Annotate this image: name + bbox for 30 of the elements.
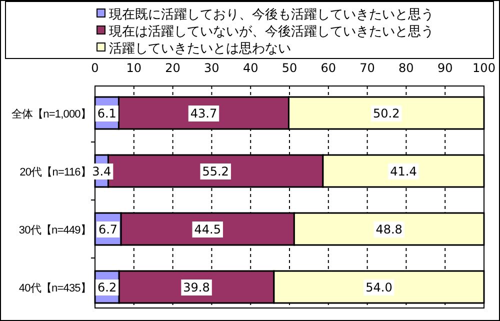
x-tick-label: 90: [437, 61, 453, 75]
x-tick-label: 60: [320, 61, 336, 75]
data-label: 41.4: [390, 164, 417, 178]
data-label: 6.1: [97, 106, 116, 120]
data-label: 6.2: [98, 280, 117, 294]
data-label: 6.7: [98, 222, 118, 236]
y-tick-label: 20代【n=116】: [20, 166, 91, 178]
data-label: 44.5: [194, 222, 221, 236]
data-label: 54.0: [366, 280, 392, 294]
y-tick-label: 全体【n=1,000】: [11, 108, 91, 120]
data-label: 50.2: [373, 106, 400, 120]
data-label: 39.8: [183, 280, 210, 294]
data-label: 55.2: [202, 164, 229, 178]
y-tick-label: 30代【n=449】: [18, 224, 91, 236]
legend-label: 活躍していきたいとは思わない: [109, 42, 291, 56]
x-tick-label: 100: [472, 61, 496, 75]
x-tick-label: 30: [204, 61, 220, 75]
x-tick-label: 40: [242, 61, 258, 75]
x-tick-label: 0: [91, 61, 99, 75]
x-tick-label: 20: [165, 61, 180, 75]
data-label: 43.7: [190, 106, 218, 120]
y-tick-label: 40代【n=435】: [18, 282, 91, 294]
x-tick-label: 10: [126, 61, 142, 75]
legend-label: 現在既に活躍しており、今後も活躍していきたいと思う: [109, 8, 434, 22]
x-tick-label: 50: [282, 61, 298, 75]
x-tick-label: 70: [360, 61, 375, 75]
data-label: 48.8: [376, 222, 402, 236]
legend-label: 現在は活躍していないが、今後活躍していきたいと思う: [109, 24, 434, 40]
data-label: 3.4: [92, 164, 112, 178]
x-tick-label: 80: [398, 61, 414, 75]
